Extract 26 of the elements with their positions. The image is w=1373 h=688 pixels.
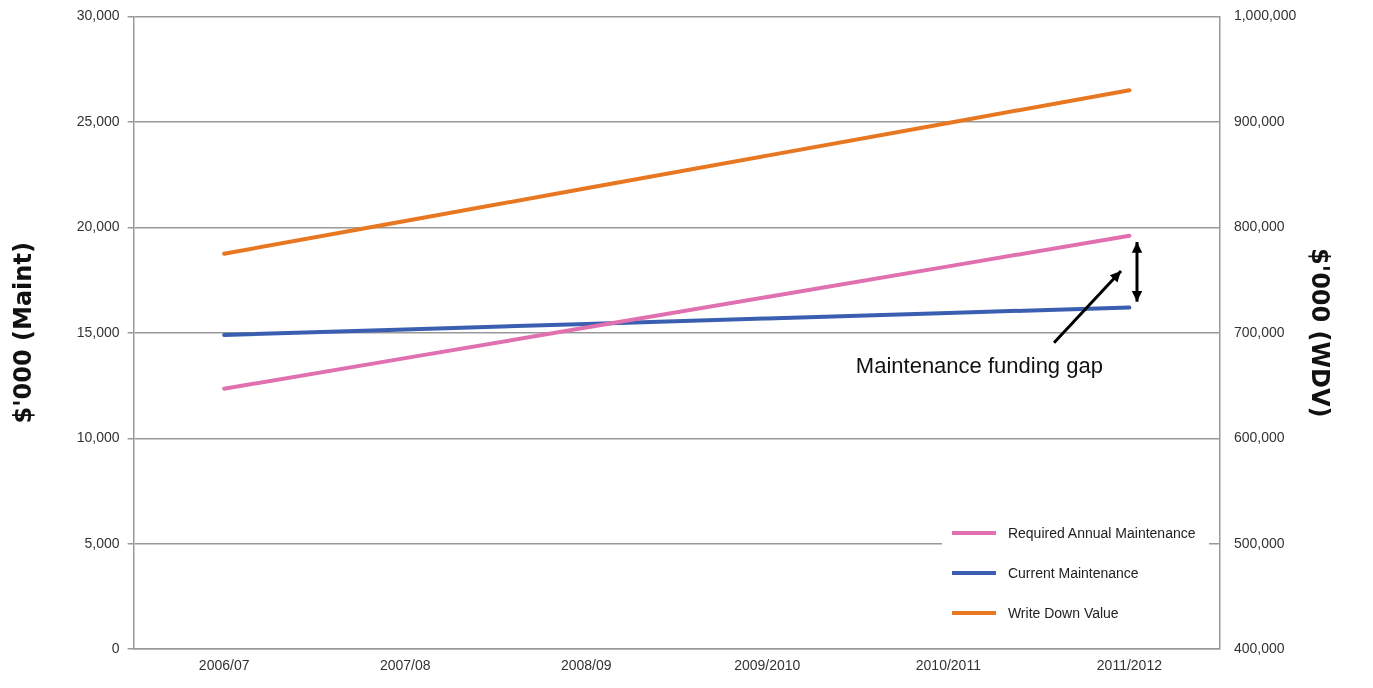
y-tick-label: 5,000 bbox=[84, 534, 120, 551]
y2-tick-label: 600,000 bbox=[1233, 429, 1285, 446]
y2-tick-label: 900,000 bbox=[1233, 112, 1285, 129]
y-tick-label: 20,000 bbox=[76, 218, 120, 235]
legend-label: Required Annual Maintenance bbox=[1007, 525, 1196, 542]
y-axis-title: $'000 (Maint) bbox=[8, 242, 37, 424]
x-tick-label: 2011/2012 bbox=[1096, 657, 1163, 674]
x-tick-label: 2008/09 bbox=[560, 657, 612, 674]
y2-axis-title: $'000 (WDV) bbox=[1306, 248, 1335, 418]
annotation: Maintenance funding gap bbox=[854, 352, 1104, 381]
y-tick-label: 0 bbox=[111, 640, 120, 657]
y-tick-label: 30,000 bbox=[76, 7, 120, 24]
y2-tick-label: 1,000,000 bbox=[1233, 7, 1297, 24]
y2-tick-label: 800,000 bbox=[1233, 218, 1285, 235]
x-tick-label: 2007/08 bbox=[379, 657, 431, 674]
x-tick-label: 2006/07 bbox=[198, 657, 250, 674]
legend-label: Write Down Value bbox=[1007, 605, 1119, 622]
legend-label: Current Maintenance bbox=[1007, 565, 1139, 582]
x-tick-label: 2010/2011 bbox=[915, 657, 982, 674]
x-tick-label: 2009/2010 bbox=[734, 657, 801, 674]
y-tick-label: 10,000 bbox=[76, 429, 120, 446]
y-tick-label: 25,000 bbox=[76, 112, 120, 129]
y2-tick-label: 700,000 bbox=[1233, 323, 1285, 340]
y2-tick-label: 500,000 bbox=[1233, 534, 1285, 551]
y2-tick-label: 400,000 bbox=[1233, 640, 1285, 657]
y-tick-label: 15,000 bbox=[76, 323, 120, 340]
